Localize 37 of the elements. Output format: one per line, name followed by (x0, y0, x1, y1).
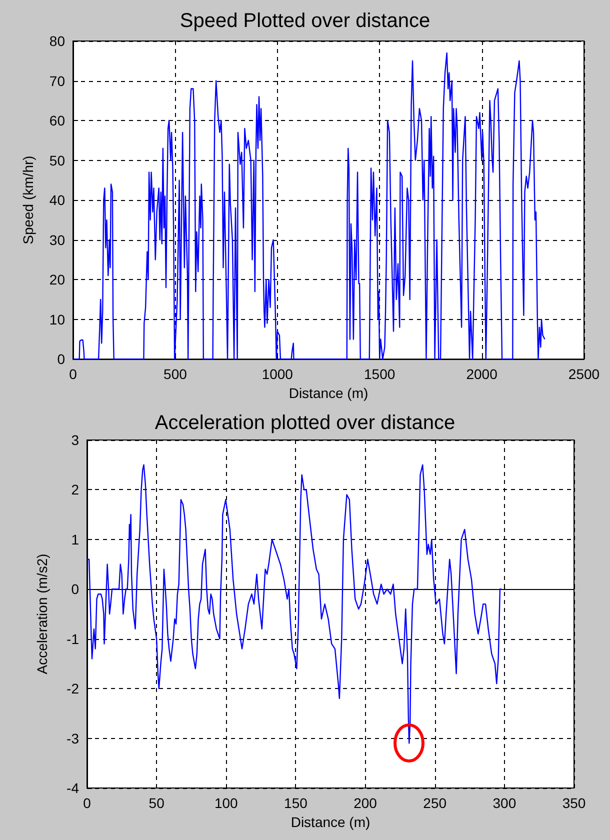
y-tick-label: 30 (49, 232, 66, 248)
y-tick-label: 60 (49, 112, 66, 129)
x-tick-label: 350 (562, 795, 586, 811)
y-tick-label: -2 (66, 680, 80, 697)
line-series (72, 52, 546, 360)
x-tick-label: 1500 (364, 366, 396, 382)
x-axis-title: Distance (m) (288, 385, 368, 401)
y-tick-label: 3 (71, 432, 80, 448)
x-tick-label: 200 (354, 795, 378, 811)
y-tick-label: 1 (71, 531, 80, 548)
x-tick-label: 500 (164, 366, 188, 382)
y-tick-label: 50 (49, 152, 66, 168)
x-tick-label: 150 (284, 795, 308, 811)
x-tick-label: 2000 (466, 366, 498, 382)
x-axis-title: Distance (m) (290, 814, 370, 830)
y-tick-label: 10 (49, 311, 66, 328)
x-tick-label: 0 (83, 795, 92, 811)
y-tick-label: 0 (71, 581, 80, 598)
y-tick-label: 0 (57, 351, 66, 368)
y-tick-label: 80 (49, 33, 66, 49)
x-tick-label: 2500 (568, 366, 600, 382)
y-tick-label: -1 (66, 630, 80, 647)
y-tick-label: 40 (49, 192, 66, 208)
chart-title: Speed Plotted over distance (180, 10, 430, 32)
y-tick-label: 70 (49, 72, 66, 89)
y-tick-label: 20 (49, 272, 66, 288)
x-tick-label: 1000 (262, 366, 294, 382)
y-tick-label: -4 (66, 780, 80, 796)
x-tick-label: 50 (148, 795, 165, 811)
chart-title: Acceleration plotted over distance (154, 412, 456, 434)
y-axis-title: Speed (km/hr) (20, 156, 36, 244)
y-tick-label: -3 (66, 730, 80, 746)
x-tick-label: 250 (423, 795, 447, 811)
y-axis-title: Acceleration (m/s2) (34, 554, 50, 674)
x-tick-label: 100 (214, 795, 238, 811)
y-tick-label: 2 (71, 482, 80, 498)
x-tick-label: 300 (492, 795, 516, 811)
